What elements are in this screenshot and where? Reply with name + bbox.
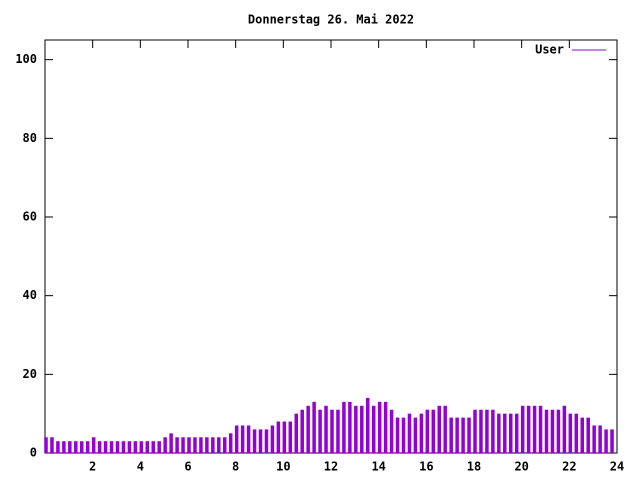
x-tick-label: 22 [562, 460, 576, 474]
y-tick-label: 20 [23, 367, 37, 381]
x-tick-label: 14 [371, 460, 385, 474]
x-tick-label: 8 [232, 460, 239, 474]
x-tick-label: 10 [276, 460, 290, 474]
x-tick-label: 24 [610, 460, 624, 474]
x-tick-label: 2 [89, 460, 96, 474]
x-tick-label: 4 [137, 460, 144, 474]
x-tick-label: 20 [514, 460, 528, 474]
y-tick-label: 100 [15, 52, 37, 66]
y-tick-label: 40 [23, 288, 37, 302]
x-tick-label: 12 [324, 460, 338, 474]
x-tick-label: 16 [419, 460, 433, 474]
y-tick-label: 80 [23, 131, 37, 145]
plot-frame [44, 39, 618, 454]
legend-label: User [535, 43, 564, 57]
x-tick-label: 18 [467, 460, 481, 474]
x-tick-label: 6 [184, 460, 191, 474]
chart-title: Donnerstag 26. Mai 2022 [248, 13, 414, 27]
y-tick-label: 60 [23, 210, 37, 224]
y-tick-label: 0 [30, 446, 37, 460]
